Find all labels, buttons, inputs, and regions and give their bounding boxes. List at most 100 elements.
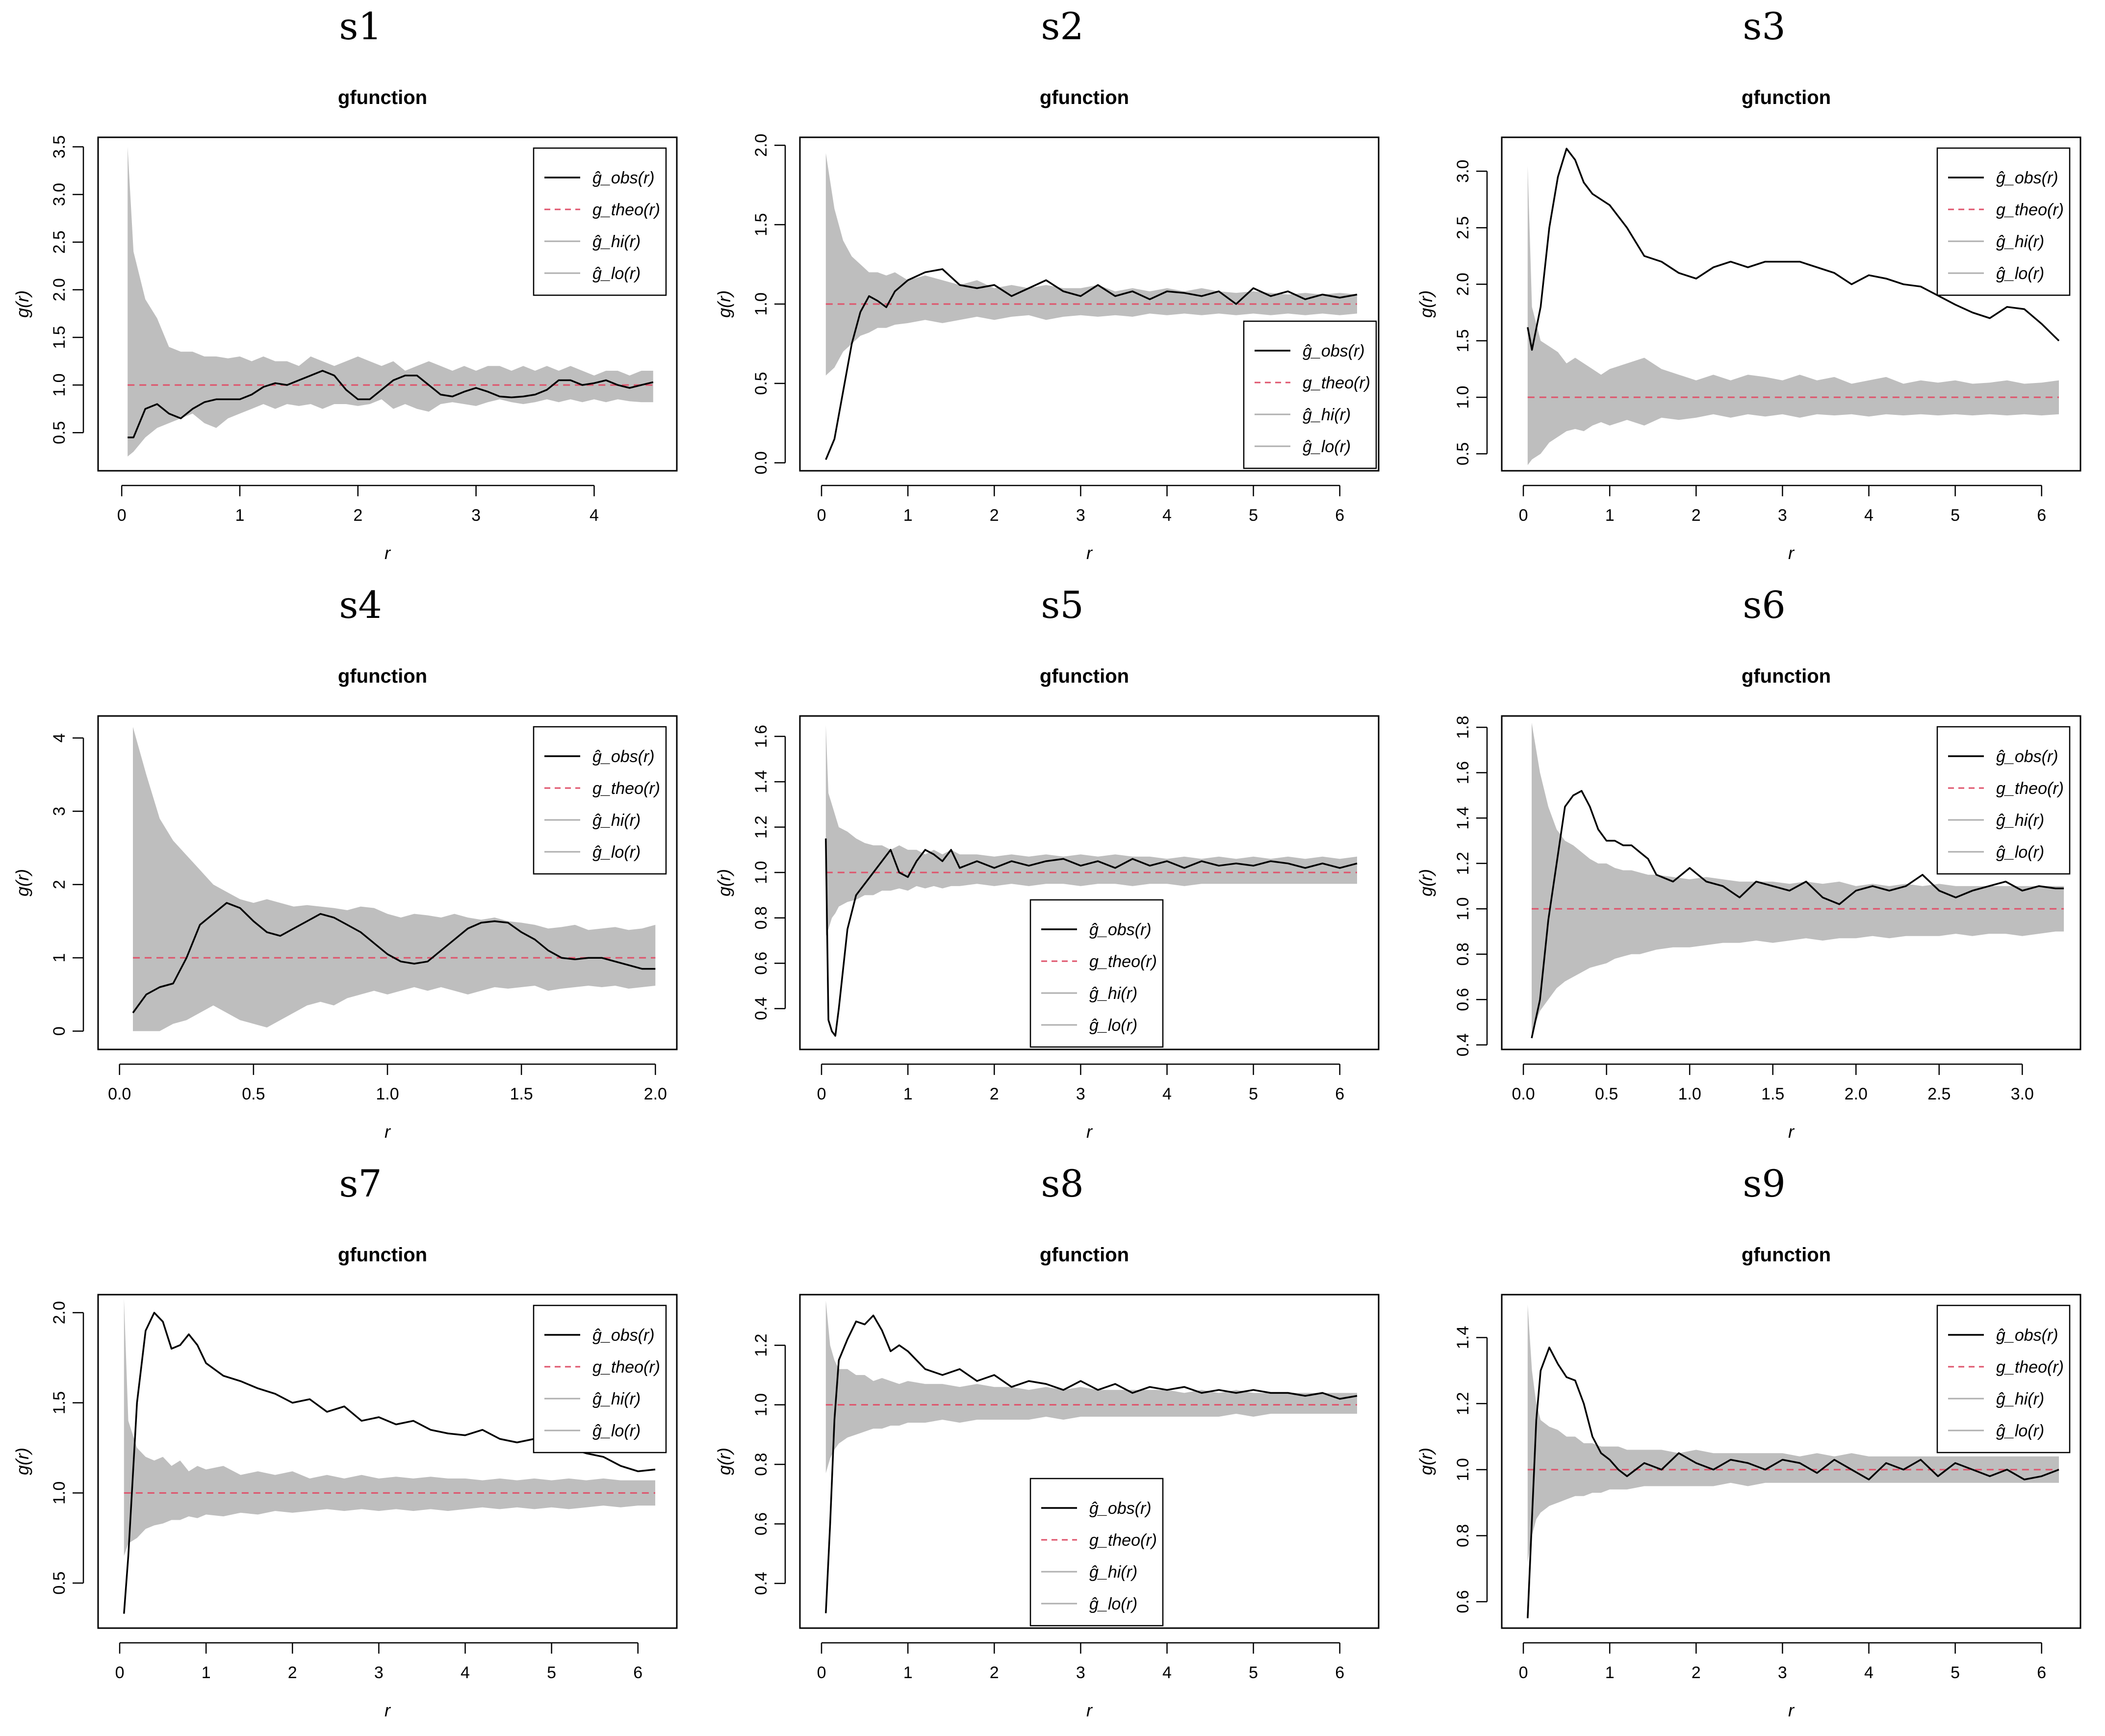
- x-tick-label: 4: [1162, 506, 1172, 525]
- x-tick-label: 4: [1864, 506, 1874, 525]
- x-tick-label: 1.5: [1761, 1085, 1784, 1103]
- plot-frame: [97, 1294, 678, 1629]
- y-tick-label: 2.0: [1454, 273, 1472, 296]
- plot-frame: [799, 1294, 1380, 1629]
- x-tick-label: 3: [374, 1663, 384, 1682]
- panel-label: s8: [1041, 1162, 1083, 1205]
- chart-panel-s9: s9 gfunction 0 1 2 3 4 5 6 0.6 0.8 1.0 1.2 1.4 r g(r) ĝ_…: [1404, 1157, 2105, 1736]
- y-tick-label: 1.0: [50, 1481, 69, 1505]
- x-tick-label: 6: [633, 1663, 642, 1682]
- panel-label: s6: [1743, 583, 1785, 627]
- x-tick-label: 3: [1778, 506, 1787, 525]
- panel-label: s5: [1041, 583, 1083, 627]
- x-tick-label: 5: [1249, 1663, 1258, 1682]
- x-axis-label: r: [385, 1700, 391, 1720]
- legend-label: g_theo(r): [1996, 779, 2064, 798]
- x-tick-label: 0.5: [1595, 1085, 1618, 1103]
- x-axis-label: r: [1086, 543, 1093, 563]
- x-tick-label: 2: [353, 506, 362, 525]
- y-tick-label: 0.8: [752, 1453, 770, 1476]
- chart-svg: s9 gfunction 0 1 2 3 4 5 6 0.6 0.8 1.0 1.2 1.4 r g(r) ĝ_…: [1416, 1162, 2081, 1720]
- y-tick-label: 1.0: [1454, 386, 1472, 409]
- legend: ĝ_obs(r) g_theo(r) ĝ_hi(r) ĝ_lo(r): [1029, 1478, 1164, 1627]
- x-tick-label: 6: [1335, 1085, 1344, 1103]
- x-tick-label: 3: [1778, 1663, 1787, 1682]
- chart-svg: s3 gfunction 0 1 2 3 4 5 6 0.5 1.0 1.5 2.0 2.5 3.0 r g(r…: [1416, 4, 2081, 563]
- x-tick-label: 0.0: [1512, 1085, 1535, 1103]
- y-tick-label: 0.0: [752, 451, 770, 474]
- x-tick-label: 0: [1519, 506, 1528, 525]
- x-tick-label: 6: [1335, 506, 1344, 525]
- y-tick-label: 0.5: [50, 1571, 69, 1594]
- y-tick-label: 0.5: [1454, 442, 1472, 465]
- x-tick-label: 1: [903, 506, 913, 525]
- x-tick-label: 0.0: [108, 1085, 131, 1103]
- chart-panel-s3: s3 gfunction 0 1 2 3 4 5 6 0.5 1.0 1.5 2.0 2.5 3.0 r g(r…: [1404, 0, 2105, 579]
- x-tick-label: 4: [461, 1663, 470, 1682]
- y-tick-label: 2.0: [50, 278, 69, 301]
- y-tick-label: 1.0: [50, 374, 69, 397]
- legend-label: g_theo(r): [592, 201, 660, 219]
- legend-label: ĝ_hi(r): [1996, 232, 2044, 251]
- x-tick-label: 5: [1951, 506, 1960, 525]
- chart-svg: s1 gfunction 0 1 2 3 4 0.5 1.0 1.5 2.0 2.5 3.0 3.5 r g(…: [12, 4, 678, 563]
- legend-label: ĝ_obs(r): [1089, 1499, 1152, 1518]
- y-tick-label: 1.0: [1454, 897, 1472, 920]
- y-axis-label: g(r): [12, 869, 32, 896]
- envelope-band: [124, 1298, 655, 1556]
- x-tick-label: 1.0: [376, 1085, 399, 1103]
- legend: ĝ_obs(r) g_theo(r) ĝ_hi(r) ĝ_lo(r): [1243, 320, 1377, 469]
- y-tick-label: 1.5: [50, 1391, 69, 1414]
- legend-label: ĝ_hi(r): [1089, 984, 1137, 1003]
- legend-label: ĝ_obs(r): [1996, 747, 2058, 766]
- legend-label: ĝ_obs(r): [592, 747, 655, 766]
- x-tick-label: 5: [1951, 1663, 1960, 1682]
- y-tick-label: 0.4: [752, 997, 770, 1020]
- y-tick-label: 1.2: [1454, 852, 1472, 875]
- y-tick-label: 0.8: [752, 906, 770, 929]
- legend-label: ĝ_obs(r): [1089, 920, 1152, 939]
- y-tick-label: 0.4: [1454, 1033, 1472, 1056]
- legend-label: ĝ_lo(r): [1996, 264, 2044, 283]
- envelope-band: [128, 147, 653, 457]
- x-tick-label: 1.0: [1678, 1085, 1701, 1103]
- y-tick-label: 1.0: [1454, 1458, 1472, 1481]
- x-tick-label: 3: [1076, 1085, 1085, 1103]
- y-tick-label: 1.4: [1454, 807, 1472, 830]
- y-tick-label: 1.0: [752, 292, 770, 315]
- x-tick-label: 3.0: [2011, 1085, 2034, 1103]
- x-tick-label: 0: [115, 1663, 125, 1682]
- y-tick-label: 3: [50, 807, 69, 816]
- x-tick-label: 4: [1864, 1663, 1874, 1682]
- plot-frame: [799, 136, 1380, 472]
- y-tick-label: 1.0: [752, 861, 770, 884]
- y-axis-label: g(r): [714, 290, 734, 318]
- plot-frame: [1501, 715, 2081, 1050]
- x-tick-label: 0.5: [242, 1085, 265, 1103]
- y-tick-label: 3.0: [1454, 160, 1472, 183]
- envelope-band: [825, 725, 1357, 936]
- x-axis-label: r: [1086, 1122, 1093, 1142]
- obs-line: [1527, 1346, 2059, 1618]
- chart-panel-s7: s7 gfunction 0 1 2 3 4 5 6 0.5 1.0 1.5 2.0 r g(r) ĝ_obs…: [0, 1157, 701, 1736]
- legend-label: ĝ_hi(r): [592, 811, 641, 830]
- chart-svg: s4 gfunction 0.0 0.5 1.0 1.5 2.0 0 1 2 3 4 r g(r) ĝ_ob…: [12, 583, 678, 1142]
- obs-line: [128, 370, 654, 438]
- legend-label: ĝ_lo(r): [1996, 1422, 2044, 1440]
- legend-label: ĝ_lo(r): [592, 1422, 641, 1440]
- legend: ĝ_obs(r) g_theo(r) ĝ_hi(r) ĝ_lo(r): [533, 1304, 667, 1454]
- x-tick-label: 1: [202, 1663, 211, 1682]
- chart-panel-s6: s6 gfunction 0.0 0.5 1.0 1.5 2.0 2.5 3.0 0.4 0.6 0.…: [1404, 579, 2105, 1157]
- y-tick-label: 1.0: [752, 1393, 770, 1416]
- y-tick-label: 0.6: [1454, 988, 1472, 1011]
- plot-frame: [97, 136, 678, 472]
- y-axis-label: g(r): [1416, 869, 1436, 896]
- x-tick-label: 1: [903, 1663, 913, 1682]
- plot-title: gfunction: [338, 665, 427, 687]
- legend: ĝ_obs(r) g_theo(r) ĝ_hi(r) ĝ_lo(r): [1936, 147, 2071, 296]
- y-tick-label: 1.5: [752, 213, 770, 236]
- x-axis-label: r: [1788, 1122, 1795, 1142]
- y-tick-label: 1.6: [752, 725, 770, 748]
- y-axis-label: g(r): [1416, 1448, 1436, 1475]
- obs-line: [132, 902, 656, 1014]
